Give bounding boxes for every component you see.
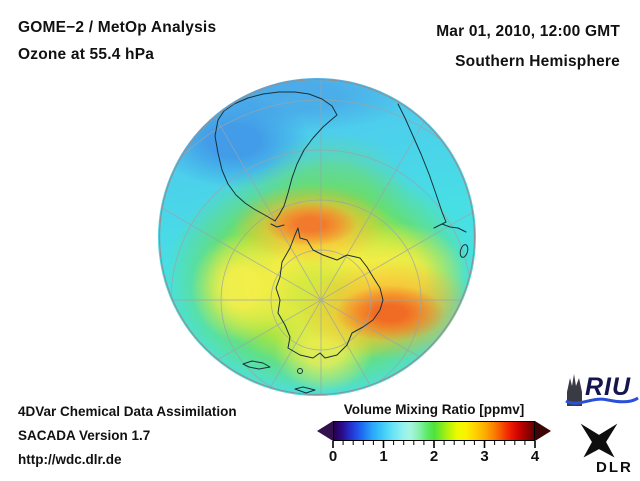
coastline-madagascar bbox=[459, 244, 469, 258]
level-subtitle: Ozone at 55.4 hPa bbox=[18, 46, 155, 63]
credit-line-2: SACADA Version 1.7 bbox=[18, 428, 151, 443]
coastline-islet bbox=[297, 368, 303, 374]
colorbar-tick-label-4: 4 bbox=[530, 448, 540, 465]
coastline-south-georgia bbox=[242, 360, 271, 370]
globe-rim bbox=[158, 78, 476, 396]
colorbar-tick-label-1: 1 bbox=[379, 448, 388, 465]
colorbar-title: Volume Mixing Ratio [ppmv] bbox=[343, 402, 525, 417]
colorbar-tick-label-3: 3 bbox=[480, 448, 489, 465]
dlr-logo: DLR bbox=[566, 418, 638, 476]
colorbar-tick-label-2: 2 bbox=[429, 448, 439, 465]
dlr-star-icon bbox=[580, 423, 618, 458]
coastline-south-america bbox=[214, 91, 338, 222]
riu-wave-icon bbox=[565, 396, 639, 405]
header-left: GOME−2 / MetOp Analysis Ozone at 55.4 hP… bbox=[18, 14, 216, 68]
colorbar-right-arrow bbox=[535, 421, 551, 441]
globe-overlay bbox=[158, 78, 476, 396]
hemisphere-label: Southern Hemisphere bbox=[455, 53, 620, 70]
ozone-color-field bbox=[158, 78, 476, 396]
colorbar-left-arrow bbox=[317, 421, 333, 441]
coastline-tierra-del-fuego bbox=[270, 223, 285, 228]
colorbar-ticks bbox=[332, 441, 536, 448]
colorbar-gradient bbox=[333, 421, 535, 441]
coastline-island-chain bbox=[294, 386, 316, 394]
header-right: Mar 01, 2010, 12:00 GMT Southern Hemisph… bbox=[436, 17, 620, 77]
datetime-label: Mar 01, 2010, 12:00 GMT bbox=[436, 23, 620, 40]
riu-logo-graphics bbox=[565, 374, 639, 406]
credit-url: http://wdc.dlr.de bbox=[18, 452, 122, 467]
dlr-logo-graphics: DLR bbox=[580, 423, 633, 476]
colorbar-tick-label-0: 0 bbox=[328, 448, 338, 465]
dlr-logo-text: DLR bbox=[596, 459, 633, 476]
credit-line-1: 4DVar Chemical Data Assimilation bbox=[18, 404, 237, 419]
coastline-africa bbox=[397, 103, 467, 233]
riu-logo-text: RIU bbox=[585, 373, 632, 401]
riu-logo: RIU bbox=[564, 372, 640, 408]
graticule bbox=[159, 79, 475, 395]
cathedral-icon bbox=[567, 374, 582, 406]
globe-map bbox=[158, 78, 476, 396]
product-title: GOME−2 / MetOp Analysis bbox=[18, 19, 217, 36]
coastline-antarctica bbox=[275, 227, 384, 359]
